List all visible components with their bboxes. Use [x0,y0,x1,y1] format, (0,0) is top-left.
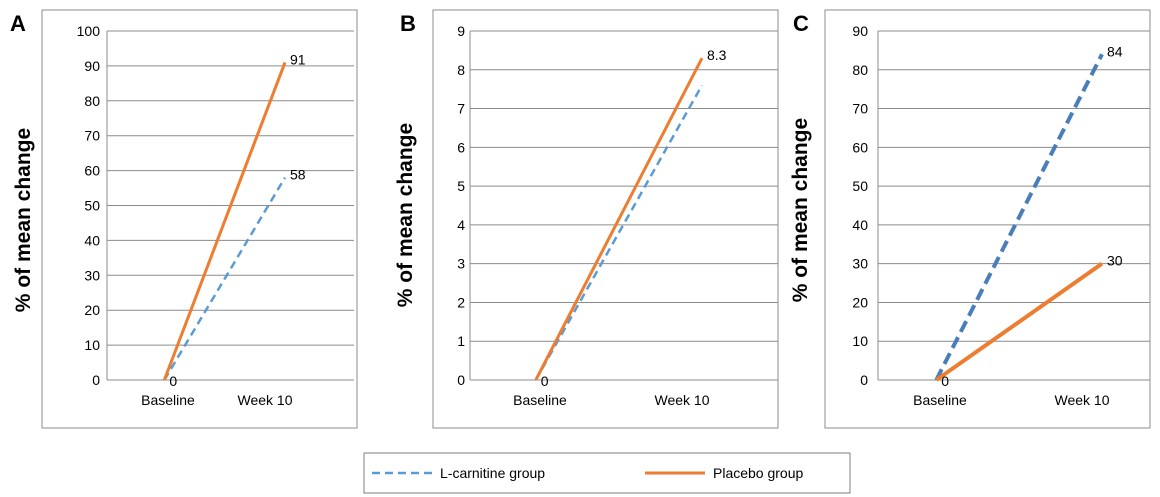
y-tick-label: 10 [84,337,100,353]
y-tick-label: 60 [852,139,868,155]
data-label: 91 [290,51,306,67]
panel-frame [824,9,1151,429]
x-tick-label: Week 10 [238,392,293,408]
chart-panel-a: 0 10 20 30 40 50 60 70 80 90 100 Baseline Week 10 A % … [10,9,358,429]
y-tick-label: 10 [852,333,868,349]
y-tick-label: 8 [457,62,465,78]
y-tick-label: 20 [84,302,100,318]
y-tick-label: 6 [457,139,465,155]
x-tick-label: Baseline [913,392,967,408]
legend-label-placebo: Placebo group [713,465,804,481]
series-line-placebo [935,262,1104,382]
x-tick-label: Week 10 [655,392,710,408]
y-tick-label: 80 [84,93,100,109]
x-tick-label: Week 10 [1055,392,1110,408]
y-tick-label: 50 [84,198,100,214]
y-tick-label: 60 [84,163,100,179]
chart-panel-b: 0 1 2 3 4 5 6 7 8 9 Baseline Week 10 B % of mean chan… [394,9,779,429]
x-tick-label: Baseline [141,392,195,408]
series-line-l-carnitine [534,84,704,381]
series-line-l-carnitine [934,53,1104,381]
y-tick-label: 9 [457,23,465,39]
y-tick-label: 0 [860,372,868,388]
y-tick-label: 90 [852,23,868,39]
y-tick-label: 80 [852,62,868,78]
y-tick-label: 0 [92,372,100,388]
legend: L-carnitine group Placebo group [363,452,851,494]
series-line-placebo [162,61,287,381]
data-label: 58 [290,167,306,183]
data-label: 8.3 [707,47,727,63]
y-tick-label: 30 [852,256,868,272]
panel-frame [41,9,358,429]
y-tick-label: 3 [457,256,465,272]
panel-label: C [793,11,809,36]
y-tick-label: 50 [852,178,868,194]
y-tick-label: 20 [852,294,868,310]
y-tick-label: 7 [457,101,465,117]
y-tick-label: 30 [84,267,100,283]
y-tick-label: 40 [852,217,868,233]
y-tick-label: 70 [852,101,868,117]
y-axis-title: % of mean change [789,118,812,302]
y-axis-title: % of mean change [12,128,35,312]
y-tick-label: 2 [457,294,465,310]
panel-label: B [400,11,416,36]
panel-label: A [10,11,26,36]
data-label: 30 [1107,253,1123,269]
y-tick-label: 90 [84,58,100,74]
legend-label-l-carnitine: L-carnitine group [440,465,545,481]
chart-panel-c: 0 10 20 30 40 50 60 70 80 90 Baseline Week 10 C % of … [789,9,1151,429]
y-axis-title: % of mean change [394,123,417,307]
y-tick-label: 0 [457,372,465,388]
y-tick-label: 100 [77,23,101,39]
data-label: 84 [1107,43,1123,59]
y-tick-label: 1 [457,333,465,349]
y-tick-label: 4 [457,217,465,233]
x-tick-label: Baseline [513,392,567,408]
legend-box [363,452,851,494]
series-line-l-carnitine [163,176,287,381]
y-tick-label: 40 [84,232,100,248]
data-label: 0 [941,373,949,389]
data-label: 0 [541,373,549,389]
y-tick-label: 70 [84,128,100,144]
y-tick-label: 5 [457,178,465,194]
data-label: 0 [169,373,177,389]
panel-frame [432,9,779,429]
series-line-placebo [534,57,704,381]
